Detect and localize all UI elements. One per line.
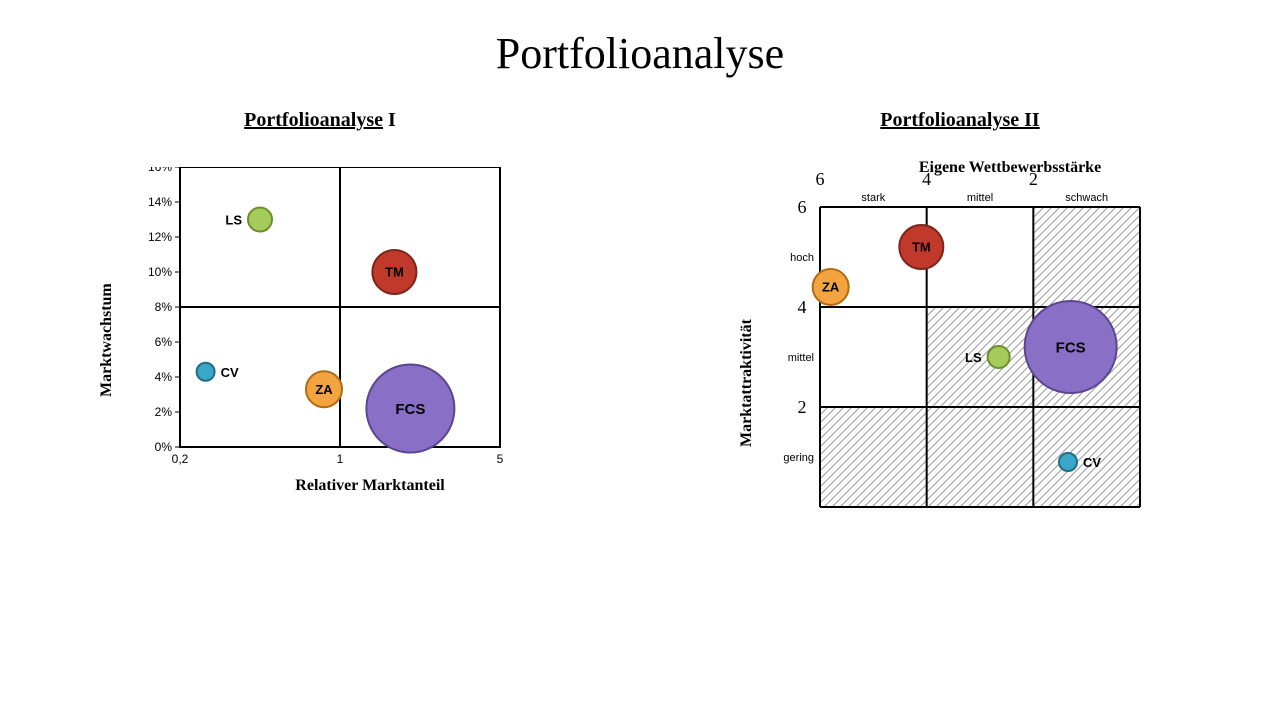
- charts-row: Portfolioanalyse I Marktwachstum 0% 2% 4% 6…: [0, 109, 1280, 567]
- chart1-block: Portfolioanalyse I Marktwachstum 0% 2% 4% 6…: [60, 109, 580, 567]
- svg-text:gering: gering: [783, 452, 814, 464]
- svg-text:10%: 10%: [148, 265, 172, 279]
- chart1-svg: 0% 2% 4% 6% 8% 10% 12% 14% 16% 0,2 1 5 LS CV ZA TM FCS: [60, 167, 580, 497]
- chart1-title: Portfolioanalyse I: [60, 109, 580, 132]
- svg-text:CV: CV: [1083, 455, 1101, 470]
- svg-text:TM: TM: [912, 240, 931, 255]
- chart1-title-ul: Portfolioanalyse: [244, 109, 383, 131]
- svg-text:stark: stark: [861, 192, 885, 204]
- svg-text:8%: 8%: [155, 300, 173, 314]
- chart2-svg: 642642starkmittelschwachhochmittelgering…: [700, 167, 1220, 567]
- svg-text:ZA: ZA: [315, 382, 333, 397]
- svg-text:5: 5: [497, 452, 504, 466]
- svg-text:mittel: mittel: [967, 192, 993, 204]
- svg-text:TM: TM: [385, 265, 404, 280]
- svg-text:0%: 0%: [155, 440, 173, 454]
- svg-text:FCS: FCS: [1056, 339, 1086, 356]
- svg-text:6: 6: [798, 197, 807, 217]
- svg-text:4%: 4%: [155, 370, 173, 384]
- svg-text:CV: CV: [221, 365, 239, 380]
- svg-text:ZA: ZA: [822, 280, 840, 295]
- page-title: Portfolioanalyse: [0, 0, 1280, 79]
- svg-text:2: 2: [798, 397, 807, 417]
- chart2-title-ul: Portfolioanalyse II: [880, 109, 1039, 131]
- chart1-wrap: Marktwachstum 0% 2% 4% 6% 8% 10% 12% 14% 16% 0,2 1…: [60, 167, 580, 527]
- svg-text:mittel: mittel: [788, 352, 814, 364]
- chart1-title-suffix: I: [383, 109, 396, 131]
- svg-text:6%: 6%: [155, 335, 173, 349]
- chart2-xlabel-top: Eigene Wettbewerbsstärke: [750, 159, 1270, 177]
- svg-text:12%: 12%: [148, 230, 172, 244]
- svg-text:LS: LS: [965, 350, 982, 365]
- svg-text:4: 4: [798, 297, 807, 317]
- svg-text:16%: 16%: [148, 167, 172, 174]
- svg-text:1: 1: [337, 452, 344, 466]
- svg-text:LS: LS: [225, 213, 242, 228]
- page: Portfolioanalyse Portfolioanalyse I Mark…: [0, 0, 1280, 720]
- chart2-title: Portfolioanalyse II: [700, 109, 1220, 132]
- svg-text:schwach: schwach: [1065, 192, 1108, 204]
- svg-text:14%: 14%: [148, 195, 172, 209]
- svg-text:0,2: 0,2: [172, 452, 189, 466]
- chart2-wrap: Eigene Wettbewerbsstärke Marktattraktivi…: [700, 167, 1220, 567]
- svg-text:hoch: hoch: [790, 252, 814, 264]
- chart2-block: Portfolioanalyse II Eigene Wettbewerbsst…: [700, 109, 1220, 567]
- chart1-ylabel: Marktwachstum: [98, 283, 116, 397]
- svg-text:2%: 2%: [155, 405, 173, 419]
- chart1-xlabel: Relativer Marktanteil: [110, 477, 630, 495]
- chart2-ylabel: Marktattraktivität: [738, 319, 756, 447]
- svg-text:FCS: FCS: [395, 401, 425, 418]
